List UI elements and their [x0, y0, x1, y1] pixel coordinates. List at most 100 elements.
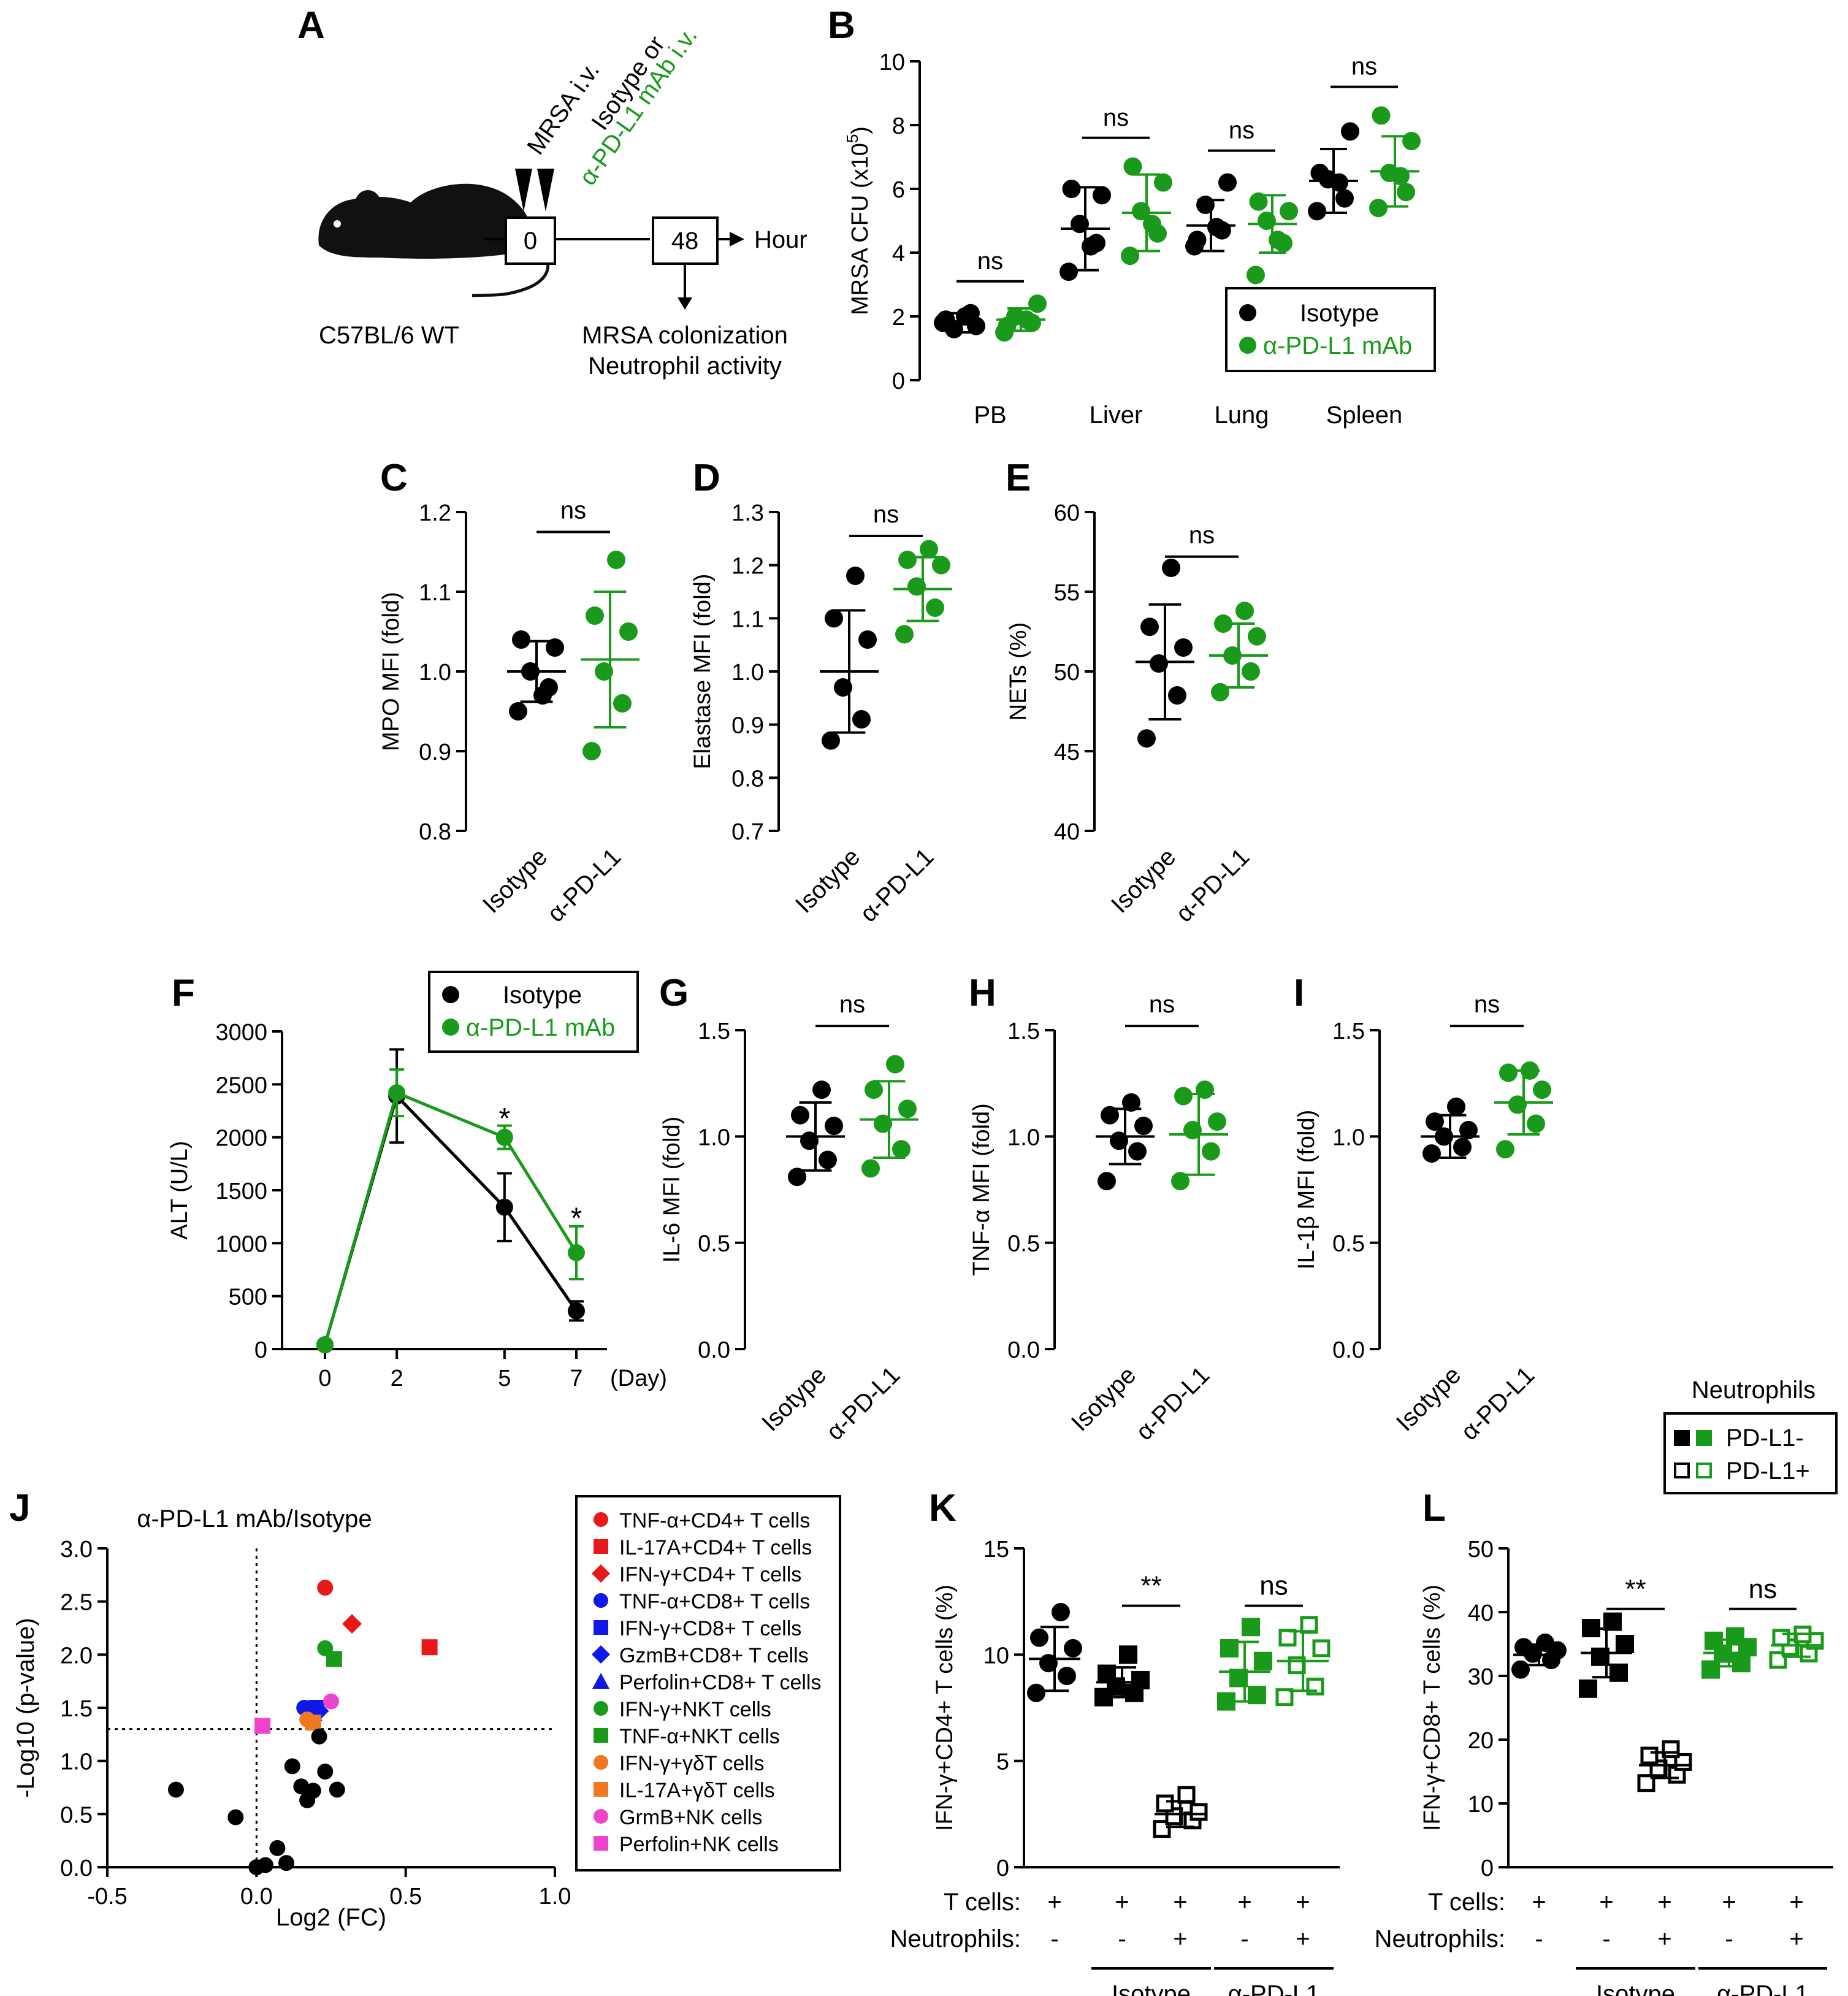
panel-j-point: [317, 1580, 334, 1596]
panel-e-x-label: Isotype: [1106, 843, 1181, 918]
outcome-label-1: MRSA colonization: [582, 322, 788, 349]
panel-l-y-axis-title: IFN-γ+CD8+ T cells (%): [1419, 1585, 1445, 1831]
panel-l-legend-marker: [1696, 1430, 1712, 1446]
panel-c-x-label: Isotype: [478, 843, 552, 918]
panel-l-point: [1579, 1679, 1597, 1698]
panel-c: C 0.8 0.9 1.0 1.1 1.2 MPO MFI (fold) Isotypeα-P…: [378, 457, 640, 927]
panel-f-point: [495, 1198, 513, 1216]
panel-g-point: [825, 1117, 843, 1135]
panel-j-y-tick-label: 2.0: [60, 1643, 93, 1669]
panel-l-point: [1701, 1660, 1720, 1679]
panel-l-row2-value: +: [1789, 1925, 1803, 1952]
panel-l-point: [1705, 1631, 1723, 1650]
panel-b-point: [1188, 231, 1207, 250]
panel-j-legend-item: Perfolin+CD8+ T cells: [619, 1671, 821, 1694]
panel-d-x-label: Isotype: [790, 843, 865, 918]
panel-f-series-line: [323, 1093, 578, 1345]
panel-k-point: [1131, 1670, 1150, 1689]
panel-f-x-axis-title: (Day): [610, 1366, 667, 1391]
panel-f-legend-marker-apdl1: [442, 1019, 459, 1036]
panel-b-point: [936, 310, 955, 329]
panel-j-legend-box: [575, 1495, 841, 1872]
panel-i-point: [1533, 1080, 1551, 1099]
panel-l-row1-label: T cells:: [1428, 1889, 1505, 1916]
panel-letter-b: B: [828, 4, 855, 47]
injection-arrow-2: [537, 169, 554, 212]
panel-g-y-tick-label: 1.0: [698, 1125, 730, 1150]
panel-c-point: [613, 694, 632, 713]
panel-d-y-tick-label: 1.1: [731, 606, 764, 632]
panel-c-point: [619, 622, 638, 641]
panel-g-point: [861, 1159, 880, 1178]
panel-b-point: [1154, 173, 1172, 192]
panel-g-y-tick-label: 1.5: [698, 1019, 730, 1044]
panel-d-y-axis-title: Elastase MFI (fold): [690, 574, 716, 770]
panel-letter-i: I: [1294, 972, 1304, 1014]
panel-h-point: [1208, 1112, 1226, 1131]
panel-j-point: [257, 1857, 273, 1873]
treatment-label-mrsa: MRSA i.v.: [522, 58, 605, 160]
panel-d-point: [898, 551, 917, 569]
panel-k-point: [1119, 1645, 1137, 1664]
panel-k-point: [1064, 1638, 1082, 1658]
panel-j-point: [317, 1764, 334, 1780]
panel-i-point: [1499, 1063, 1518, 1082]
panel-f: F 0 500 1000 1500 2000 2500 3000 ALT (U/L) 0 2 5 7 (D…: [167, 971, 667, 1391]
panel-d-point: [858, 630, 877, 649]
panel-letter-a: A: [297, 4, 325, 47]
panel-c-y-tick-label: 0.9: [419, 740, 451, 765]
panel-f-y-tick-label: 1000: [215, 1231, 267, 1257]
panel-i-y-axis-title: IL-1β MFI (fold): [1294, 1110, 1319, 1269]
panel-b-legend-marker-isotype: [1239, 304, 1256, 321]
panel-k-point: [1177, 1786, 1196, 1804]
panel-k-point: [1242, 1618, 1260, 1637]
panel-k-row1-value: +: [1173, 1889, 1187, 1916]
panel-l-group-label: α-PD-L1: [1717, 1981, 1809, 1996]
panel-l-row2-value: -: [1535, 1925, 1543, 1952]
panel-k-row2-value: -: [1118, 1925, 1126, 1952]
panel-j-legend-marker: [592, 1564, 610, 1583]
panel-j-point: [167, 1781, 184, 1798]
panel-j-point: [269, 1840, 286, 1856]
panel-l-sig-label: ns: [1749, 1574, 1777, 1604]
panel-i-x-label: Isotype: [1391, 1361, 1466, 1436]
panel-i-y-tick-label: 0.0: [1332, 1337, 1365, 1363]
panel-k-point: [1254, 1651, 1272, 1670]
panel-f-sig-star: *: [571, 1202, 582, 1234]
panel-j-legend-marker: [594, 1836, 608, 1851]
panel-g: G 0.0 0.5 1.0 1.5 IL-6 MFI (fold) Isotypeα-PD-…: [659, 972, 918, 1445]
panel-c-y-tick-label: 0.8: [419, 819, 451, 845]
panel-k-row2-value: -: [1240, 1925, 1248, 1952]
panel-l-point: [1609, 1663, 1628, 1682]
panel-e-x-label: α-PD-L1: [1170, 843, 1254, 927]
panel-k-point: [1275, 1688, 1294, 1707]
panel-b-x-label: Liver: [1090, 402, 1143, 429]
panel-b-point: [1372, 106, 1391, 125]
panel-j-point: [227, 1809, 244, 1826]
panel-l-legend-marker: [1674, 1430, 1690, 1446]
panel-j-point: [342, 1614, 362, 1634]
panel-j-legend-marker: [592, 1673, 609, 1689]
panel-b-point: [1028, 294, 1047, 313]
panel-j-point: [305, 1783, 321, 1799]
panel-b-point: [1060, 262, 1078, 281]
panel-f-y-tick-label: 0: [254, 1337, 267, 1363]
panel-j-x-tick-label: 1.0: [539, 1884, 571, 1910]
panel-j-legend-marker: [594, 1809, 608, 1824]
panel-l-y-tick-label: 50: [1468, 1537, 1494, 1562]
panel-b-sig-label: ns: [1229, 117, 1254, 144]
panel-e-point: [1248, 627, 1266, 646]
panel-f-x-tick-label: 5: [498, 1366, 511, 1391]
panel-g-point: [865, 1080, 883, 1099]
panel-f-point: [495, 1128, 513, 1146]
injection-arrow-1: [515, 169, 532, 212]
panel-c-y-tick-label: 1.1: [419, 580, 451, 606]
panel-b-point: [1218, 173, 1237, 192]
panel-l-row2-label: Neutrophils:: [1375, 1925, 1505, 1952]
panel-k-row2-value: -: [1050, 1925, 1058, 1952]
panel-f-point: [568, 1302, 585, 1320]
panel-d-y-tick-label: 0.7: [731, 819, 764, 845]
panel-k-row1-value: +: [1115, 1889, 1129, 1916]
panel-e-y-axis-title: NETs (%): [1006, 622, 1031, 721]
panel-e-point: [1162, 559, 1180, 577]
